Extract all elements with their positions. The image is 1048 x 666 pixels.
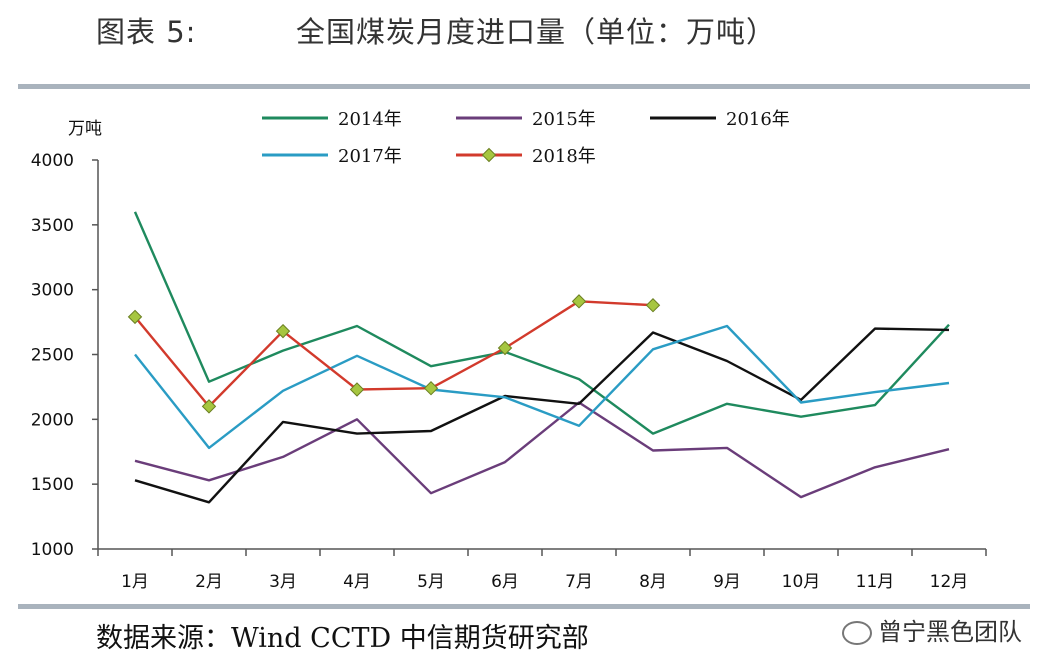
y-tick-label: 1000 — [31, 540, 74, 560]
watermark: 曾宁黑色团队 — [842, 612, 1022, 647]
legend-label-4: 2018年 — [532, 146, 596, 167]
series-line-2 — [134, 327, 950, 504]
series-line-1 — [134, 401, 950, 499]
legend-label-3: 2017年 — [338, 146, 402, 167]
series-marker-4 — [201, 399, 217, 414]
legend-label-0: 2014年 — [338, 109, 402, 130]
x-tick-label: 5月 — [417, 572, 445, 592]
source-note: 数据来源：Wind CCTD 中信期货研究部 — [96, 623, 589, 654]
y-tick-label: 2000 — [31, 410, 74, 430]
series-marker-4 — [497, 340, 513, 356]
series-marker-4 — [423, 381, 439, 396]
watermark-text: 曾宁黑色团队 — [878, 618, 1022, 646]
series-lines — [127, 211, 950, 504]
series-line-4 — [134, 300, 654, 408]
x-tick-label: 1月 — [121, 572, 149, 592]
y-tick-label: 2500 — [31, 346, 74, 366]
x-tick-label: 2月 — [195, 572, 223, 592]
y-tick-label: 1500 — [31, 475, 74, 495]
series-line-0 — [133, 211, 950, 435]
y-axis-title: 万吨 — [68, 119, 102, 139]
x-tick-label: 10月 — [782, 572, 821, 592]
x-tick-label: 3月 — [269, 572, 297, 592]
series-marker-4 — [127, 309, 143, 325]
y-tick-label: 4000 — [31, 151, 74, 171]
chart-legend: 2014年 2015年 2016年 2017年 2018年 — [262, 109, 790, 167]
figure-label: 图表 5: — [96, 15, 197, 49]
legend-marker-4 — [481, 147, 497, 163]
chart-axes: 1000 1500 2000 2500 3000 3500 4000 1月 2月 3月 4月 5月 6月… — [31, 119, 987, 592]
legend-label-1: 2015年 — [532, 109, 596, 130]
x-tick-label: 12月 — [930, 572, 969, 592]
bottom-divider — [18, 604, 1030, 609]
wechat-icon — [842, 621, 872, 645]
x-tick-label: 8月 — [639, 572, 667, 592]
series-marker-4 — [645, 298, 661, 313]
figure-title-row: 图表 5: 全国煤炭月度进口量（单位：万吨） — [96, 10, 776, 54]
x-tick-label: 4月 — [343, 572, 371, 592]
series-marker-4 — [349, 382, 365, 397]
y-tick-label: 3000 — [31, 281, 74, 301]
y-tick-label: 3500 — [31, 216, 74, 236]
series-marker-4 — [275, 323, 291, 339]
coal-import-chart: 1000 1500 2000 2500 3000 3500 4000 1月 2月 3月 4月 5月 6月… — [31, 109, 987, 592]
x-tick-label: 9月 — [713, 572, 741, 592]
series-line-3 — [134, 324, 950, 450]
figure-title: 全国煤炭月度进口量（单位：万吨） — [296, 15, 777, 49]
x-tick-label: 11月 — [856, 572, 895, 592]
top-divider — [18, 84, 1030, 89]
legend-label-2: 2016年 — [726, 109, 790, 130]
x-tick-label: 7月 — [565, 572, 593, 592]
series-marker-4 — [571, 294, 587, 309]
x-tick-label: 6月 — [491, 572, 519, 592]
